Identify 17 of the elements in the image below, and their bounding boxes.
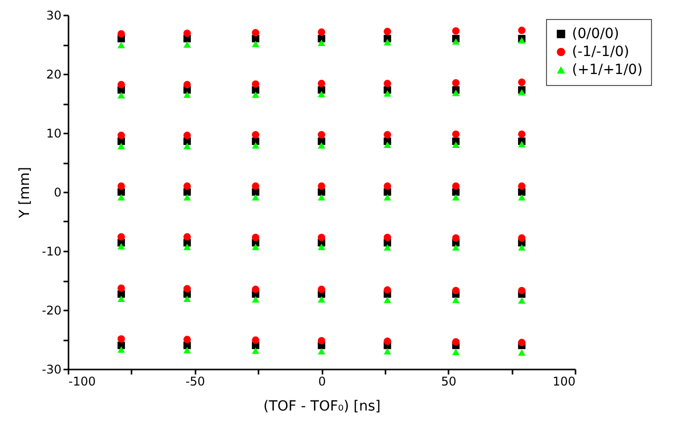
legend-label: (+1/+1/0) [572, 62, 643, 78]
x-tick-label: 50 [441, 374, 456, 388]
y-tick-label: -10 [42, 244, 62, 258]
x-tick-label: -100 [68, 374, 96, 388]
y-tick-label: -20 [42, 304, 62, 318]
y-tick-label: 0 [54, 186, 62, 200]
x-tick-label: -50 [185, 374, 206, 388]
legend-label: (-1/-1/0) [572, 44, 630, 60]
y-tick-label: -30 [42, 362, 62, 376]
legend-label: (0/0/0) [572, 26, 620, 42]
x-tick-label: 0 [318, 374, 326, 388]
y-tick-label: 20 [46, 68, 62, 82]
y-tick-label: 30 [46, 8, 62, 22]
y-axis-title: Y [mm] [16, 166, 33, 220]
y-tick-label: 10 [46, 126, 62, 140]
x-tick-label: 100 [552, 374, 576, 388]
x-axis-title: (TOF - TOF₀) [ns] [263, 398, 381, 414]
